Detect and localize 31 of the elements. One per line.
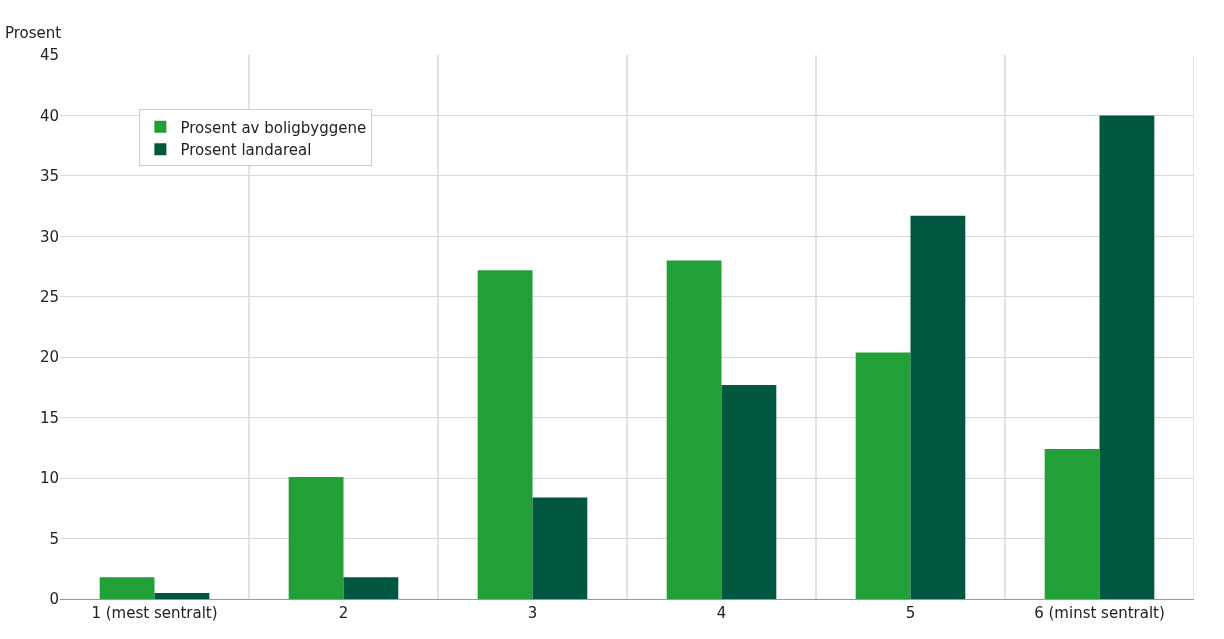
x-tick-label: 2 [338, 604, 349, 622]
x-tick-label: 5 [905, 604, 916, 622]
y-tick-label: 15 [39, 408, 59, 427]
bar [1099, 115, 1155, 599]
y-axis-title: Prosent [5, 24, 62, 42]
legend-label: Prosent landareal [180, 141, 312, 159]
x-tick-label: 3 [527, 604, 538, 622]
bar [855, 352, 911, 599]
bar [666, 260, 722, 599]
bar [1044, 449, 1100, 599]
bar [721, 385, 777, 599]
legend-label: Prosent av boligbyggene [180, 118, 367, 137]
y-tick-label: 5 [49, 529, 59, 548]
y-tick-label: 35 [39, 167, 59, 186]
bar [343, 577, 399, 599]
bar [99, 577, 155, 599]
bar [532, 497, 588, 599]
x-tick-label: 1 (mest sentralt) [91, 604, 218, 622]
y-tick-label: 0 [49, 590, 59, 609]
bar [288, 476, 344, 599]
y-tick-label: 10 [39, 469, 59, 488]
y-tick-label: 45 [39, 46, 59, 65]
y-tick-label: 25 [39, 288, 59, 307]
bar [910, 215, 966, 599]
bar [477, 270, 533, 599]
x-tick-label: 4 [716, 604, 727, 622]
y-tick-label: 40 [39, 106, 59, 125]
y-tick-label: 30 [39, 227, 59, 246]
x-tick-label: 6 (minst sentralt) [1034, 604, 1165, 622]
bar [154, 592, 210, 599]
y-tick-label: 20 [39, 348, 59, 367]
